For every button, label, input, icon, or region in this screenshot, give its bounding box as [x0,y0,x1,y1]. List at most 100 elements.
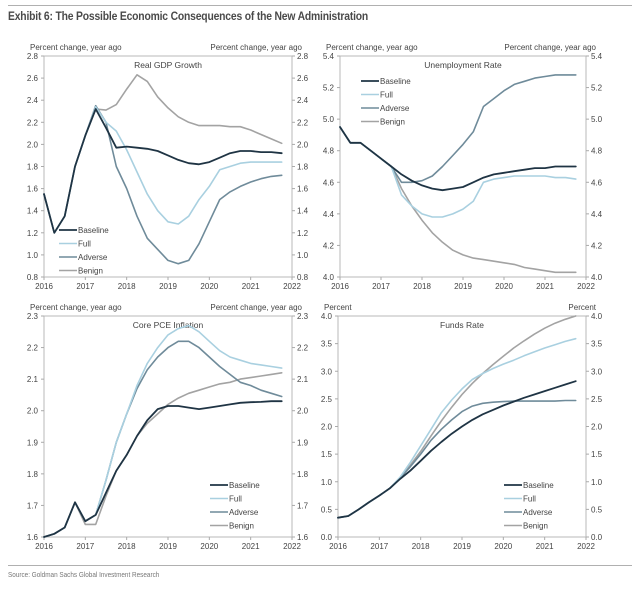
pce-chart: 1.6 1.6 1.7 1.7 1.8 1.8 1.9 1.9 2.0 2.0 2.1 2.1 2.2 2… [27,303,309,551]
y-tick-label-left: 2.5 [321,395,333,404]
y-tick-label-left: 0.5 [321,505,333,514]
chart-title: Real GDP Growth [134,60,202,70]
x-tick-label: 2016 [35,542,53,551]
y-tick-label-left: 1.9 [27,438,39,447]
y-tick-label-left: 2.6 [27,74,39,83]
series-line-baseline [337,380,577,519]
y-tick-label-left: 4.8 [323,147,335,156]
x-tick-label: 2016 [331,282,349,291]
y-axis-label-left: Percent change, year ago [326,43,418,52]
y-tick-label-left: 0.0 [321,533,333,542]
legend: Baseline Full Adverse Benign [504,481,554,531]
y-tick-label-right: 2.0 [297,407,309,416]
y-tick-label-right: 2.4 [297,96,309,105]
y-tick-label-right: 1.0 [591,478,603,487]
y-tick-label-right: 1.6 [297,533,309,542]
y-tick-label-right: 2.6 [297,74,309,83]
chart-title: Funds Rate [440,320,484,330]
bottom-rule [8,565,632,566]
chart-title: Unemployment Rate [424,60,502,70]
y-tick-label-left: 2.2 [27,344,39,353]
x-tick-label: 2018 [413,282,431,291]
x-tick-label: 2018 [412,542,430,551]
y-tick-label-right: 4.0 [591,312,603,321]
y-tick-label-left: 4.4 [323,210,335,219]
y-tick-label-left: 4.6 [323,178,335,187]
y-tick-label-right: 5.0 [591,115,603,124]
y-tick-label-left: 1.4 [27,207,39,216]
y-tick-label-left: 5.0 [323,115,335,124]
y-tick-label-left: 3.0 [321,367,333,376]
y-tick-label-right: 2.0 [591,423,603,432]
x-tick-label: 2022 [577,542,595,551]
x-tick-label: 2020 [200,542,218,551]
y-tick-label-right: 2.2 [297,344,309,353]
y-tick-label-left: 4.0 [323,273,335,282]
y-tick-label-left: 2.3 [27,312,39,321]
y-tick-label-left: 0.8 [27,273,39,282]
y-tick-label-left: 2.8 [27,52,39,61]
top-rule [8,5,632,6]
y-tick-label-right: 2.1 [297,375,309,384]
y-tick-label-right: 1.9 [297,438,309,447]
y-tick-label-left: 2.1 [27,375,39,384]
legend-label-benign: Benign [78,267,103,276]
x-tick-label: 2021 [242,282,260,291]
y-tick-label-right: 4.2 [591,241,603,250]
legend-label-baseline: Baseline [380,77,411,86]
series-line-full [339,126,577,218]
series-line-full [43,106,283,234]
y-axis-label-right: Percent change, year ago [504,43,596,52]
legend-label-baseline: Baseline [229,481,260,490]
y-tick-label-right: 2.8 [297,52,309,61]
x-tick-label: 2022 [283,542,301,551]
x-tick-label: 2019 [454,282,472,291]
y-tick-label-right: 2.5 [591,395,603,404]
y-tick-label-left: 2.0 [27,407,39,416]
x-tick-label: 2020 [494,542,512,551]
y-axis-label-right: Percent [568,303,596,312]
y-tick-label-left: 1.6 [27,185,39,194]
series-line-benign [43,371,283,538]
series-line-adverse [339,74,577,184]
x-tick-label: 2019 [159,282,177,291]
x-tick-label: 2018 [118,282,136,291]
legend-label-baseline: Baseline [78,226,109,235]
legend-label-adverse: Adverse [229,508,259,517]
y-tick-label-left: 2.0 [321,423,333,432]
legend-label-benign: Benign [380,118,405,127]
series-line-full [337,337,577,519]
legend: Baseline Full Adverse Benign [210,481,260,531]
x-tick-label: 2021 [536,542,554,551]
legend-label-baseline: Baseline [523,481,554,490]
y-tick-label-left: 2.0 [27,140,39,149]
y-tick-label-left: 2.4 [27,96,39,105]
y-tick-label-right: 4.6 [591,178,603,187]
x-tick-label: 2019 [453,542,471,551]
y-tick-label-right: 1.0 [297,251,309,260]
legend-label-full: Full [78,240,91,249]
y-tick-label-right: 2.2 [297,118,309,127]
y-tick-label-right: 3.5 [591,340,603,349]
y-tick-label-right: 1.2 [297,229,309,238]
y-tick-label-left: 1.5 [321,450,333,459]
y-tick-label-left: 1.0 [321,478,333,487]
y-tick-label-right: 4.0 [591,273,603,282]
y-tick-label-left: 1.2 [27,229,39,238]
y-tick-label-right: 4.4 [591,210,603,219]
plot-frame [339,55,587,278]
y-tick-label-right: 2.0 [297,140,309,149]
y-tick-label-left: 2.2 [27,118,39,127]
y-tick-label-left: 1.8 [27,470,39,479]
y-axis-label-left: Percent change, year ago [30,303,122,312]
y-tick-label-right: 4.8 [591,147,603,156]
x-tick-label: 2016 [35,282,53,291]
x-tick-label: 2022 [577,282,595,291]
unemp-chart: 4.0 4.0 4.2 4.2 4.4 4.4 4.6 4.6 4.8 4.8 5.0 5.0 5.2 5… [323,43,603,291]
gdp-chart: 0.8 0.8 1.0 1.0 1.2 1.2 1.4 1.4 1.6 1.6 1.8 1.8 2.0 2… [27,43,309,291]
y-axis-label-left: Percent [324,303,352,312]
series-line-baseline [339,126,577,192]
x-tick-label: 2020 [200,282,218,291]
plot-frame [43,315,293,538]
exhibit-title: Exhibit 6: The Possible Economic Consequ… [8,11,369,23]
